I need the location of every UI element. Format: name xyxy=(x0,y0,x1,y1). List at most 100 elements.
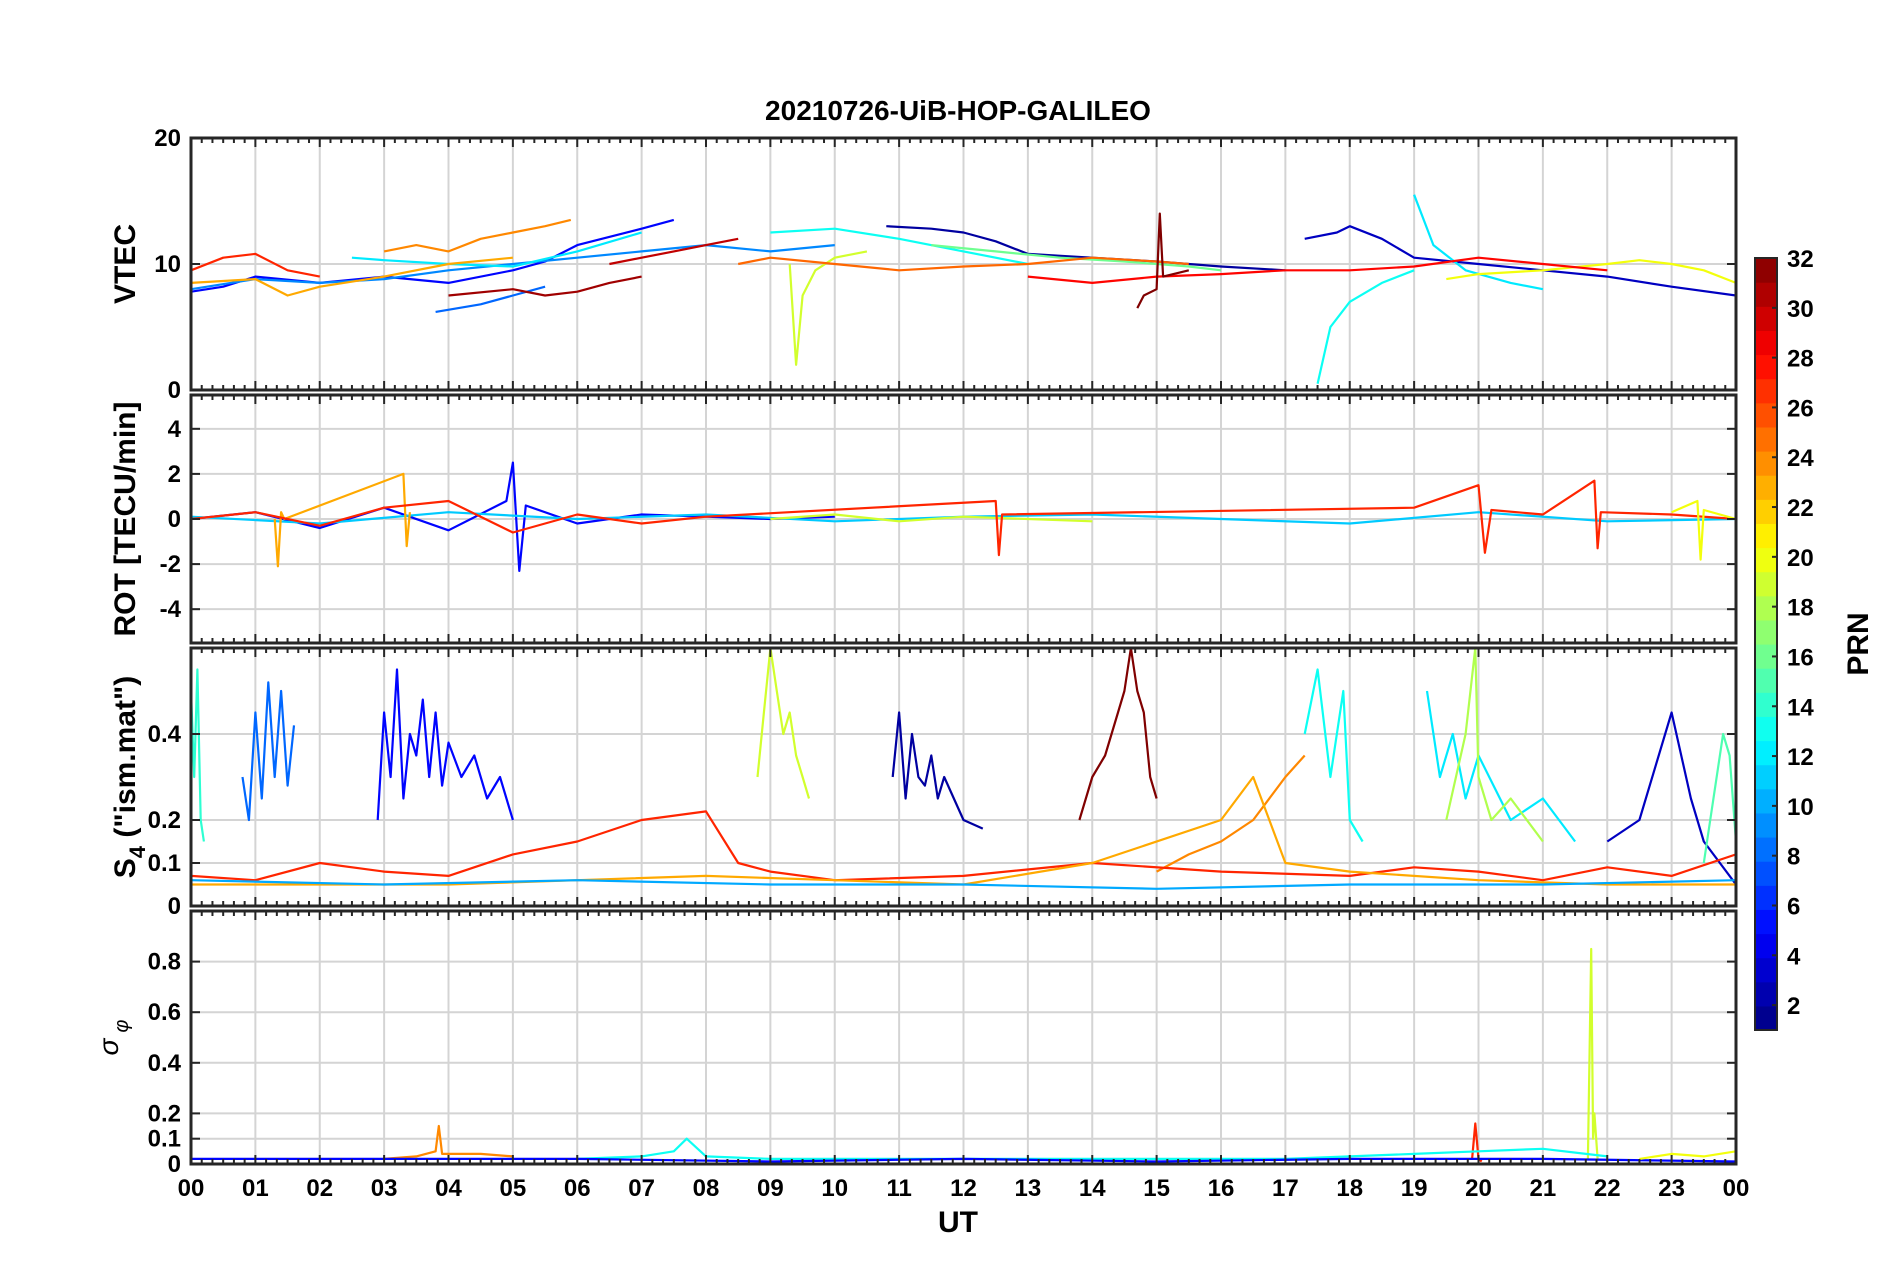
y-axis-label: σφ xyxy=(93,1020,133,1056)
colorbar-segment xyxy=(1755,282,1777,307)
colorbar-tick-label: 2 xyxy=(1787,993,1800,1020)
series-sigma_phi-prn-27 xyxy=(1471,1122,1483,1163)
x-tick-label: 00 xyxy=(1723,1175,1750,1202)
colorbar-tick-label: 6 xyxy=(1787,893,1800,920)
panel-s4: 0 0.1 0.2 0.4S4 ("ism.mat") xyxy=(109,646,1738,920)
panel-sigma_phi: 00.10.2 0.4 0.6 0.8 σφ 00 01 02 03 04 05 06 07 08 09 10… xyxy=(93,909,1750,1202)
x-tick-label: 21 xyxy=(1530,1175,1557,1202)
colorbar-segment xyxy=(1755,668,1777,693)
series-group xyxy=(191,194,1736,384)
colorbar-segment xyxy=(1755,644,1777,669)
series-rot-prn-20 xyxy=(1671,499,1736,561)
series-s4-prn-18 xyxy=(1445,648,1544,843)
y-tick-label: 4 xyxy=(168,416,182,443)
colorbar-tick-label: 24 xyxy=(1787,445,1814,472)
x-tick-label: 05 xyxy=(500,1175,527,1202)
x-axis-label: UT xyxy=(938,1206,978,1239)
x-tick-label: 11 xyxy=(886,1175,911,1202)
series-vtec-prn-3 xyxy=(1304,225,1736,297)
x-tick-label: 04 xyxy=(435,1175,462,1202)
series-vtec-prn-28 xyxy=(1027,256,1608,284)
colorbar-segment xyxy=(1755,764,1777,790)
series-s4-prn-3 xyxy=(1606,711,1736,886)
colorbar-segment xyxy=(1755,885,1777,910)
colorbar-segment xyxy=(1755,330,1777,356)
colorbar-tick-label: 20 xyxy=(1787,545,1814,572)
colorbar-tick-label: 16 xyxy=(1787,644,1814,671)
series-vtec-prn-20 xyxy=(1446,259,1736,284)
series-s4-prn-13 xyxy=(1303,668,1364,843)
colorbar-segment xyxy=(1755,426,1777,452)
colorbar-tick-label: 26 xyxy=(1787,395,1814,422)
y-axis-label: S4 ("ism.mat") xyxy=(109,676,150,878)
colorbar-segment xyxy=(1755,740,1777,766)
series-sigma_phi-prn-24 xyxy=(384,1124,513,1160)
x-tick-label: 22 xyxy=(1594,1175,1621,1202)
series-sigma_phi-prn-19 xyxy=(1586,947,1599,1159)
colorbar-segment xyxy=(1755,619,1777,645)
colorbar-tick-label: 30 xyxy=(1787,296,1814,323)
series-s4-prn-15 xyxy=(1702,732,1736,864)
y-tick-label: 0.1 xyxy=(148,1126,181,1153)
series-vtec-prn-9 xyxy=(191,244,835,291)
x-tick-label: 10 xyxy=(821,1175,848,1202)
x-tick-label: 07 xyxy=(628,1175,655,1202)
y-tick-label: -4 xyxy=(160,596,182,623)
x-tick-label: 18 xyxy=(1336,1175,1363,1202)
x-tick-label: 15 xyxy=(1143,1175,1170,1202)
series-vtec-prn-16 xyxy=(931,244,1222,272)
colorbar-segment xyxy=(1755,595,1777,621)
series-vtec-prn-23 xyxy=(191,256,514,297)
y-tick-label: 0.4 xyxy=(148,1050,182,1077)
series-s4-prn-19 xyxy=(756,648,811,799)
series-rot-prn-19 xyxy=(770,513,1093,523)
y-axis-label: ROT [TECU/min] xyxy=(109,402,142,637)
series-vtec-prn-31 xyxy=(448,275,642,297)
y-tick-label: 0 xyxy=(168,893,181,920)
series-s4-prn-27 xyxy=(191,810,1736,882)
x-tick-label: 01 xyxy=(242,1175,269,1202)
series-vtec-prn-27 xyxy=(191,252,321,278)
colorbar-segment xyxy=(1755,957,1777,983)
colorbar-segment xyxy=(1755,475,1777,500)
series-vtec-prn-24 xyxy=(383,218,572,253)
panel-rot: -4 -2 0 2 4 ROT [TECU/min] xyxy=(109,393,1738,645)
x-tick-label: 06 xyxy=(564,1175,591,1202)
series-vtec-prn-30 xyxy=(609,237,739,266)
x-tick-label: 02 xyxy=(306,1175,333,1202)
y-tick-label: 0.6 xyxy=(148,999,181,1026)
colorbar-segment xyxy=(1755,812,1777,838)
colorbar-segment xyxy=(1755,933,1777,959)
colorbar-tick-label: 18 xyxy=(1787,595,1814,622)
series-s4-prn-12 xyxy=(1425,690,1576,843)
x-tick-label: 19 xyxy=(1401,1175,1428,1202)
panel-vtec: 0 10 20 VTEC xyxy=(109,125,1738,404)
y-tick-label: 20 xyxy=(154,125,181,152)
series-s4-prn-24 xyxy=(1156,754,1306,873)
colorbar-segment xyxy=(1755,547,1777,573)
colorbar-segment xyxy=(1755,788,1777,814)
x-tick-label: 09 xyxy=(757,1175,784,1202)
x-tick-label: 00 xyxy=(178,1175,205,1202)
x-tick-label: 20 xyxy=(1465,1175,1492,1202)
y-tick-label: 0 xyxy=(168,377,181,404)
colorbar-tick-label: 28 xyxy=(1787,346,1814,373)
y-tick-label: 0.2 xyxy=(148,1100,181,1127)
colorbar-segment xyxy=(1755,716,1777,742)
y-tick-label: 0.2 xyxy=(148,807,181,834)
y-axis-label: VTEC xyxy=(109,224,142,304)
series-group xyxy=(191,648,1736,890)
colorbar-segment xyxy=(1755,981,1777,1007)
x-tick-label: 08 xyxy=(693,1175,720,1202)
series-vtec-prn-13 xyxy=(770,227,1029,266)
series-vtec-prn-25 xyxy=(737,256,1189,272)
y-tick-label: 0.4 xyxy=(148,721,182,748)
colorbar-segment xyxy=(1755,837,1777,862)
colorbar-segment xyxy=(1755,354,1777,380)
colorbar-tick-label: 22 xyxy=(1787,495,1814,522)
series-s4-prn-8 xyxy=(241,681,296,822)
x-tick-label: 13 xyxy=(1015,1175,1042,1202)
x-tick-label: 23 xyxy=(1658,1175,1685,1202)
series-sigma_phi-prn-20 xyxy=(1639,1150,1736,1160)
